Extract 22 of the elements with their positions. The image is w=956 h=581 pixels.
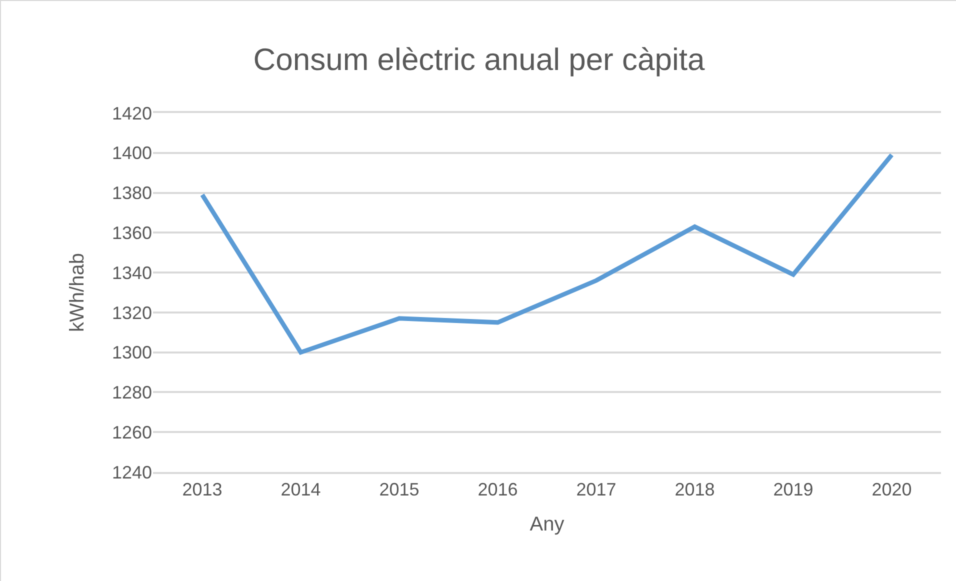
y-tick-label: 1380 bbox=[112, 183, 152, 204]
y-tick-label: 1340 bbox=[112, 262, 152, 283]
y-tick-label: 1240 bbox=[112, 462, 152, 482]
x-axis-title: Any bbox=[530, 513, 564, 536]
y-tick-label: 1260 bbox=[112, 422, 152, 442]
y-axis-title: kWh/hab bbox=[66, 253, 88, 332]
x-tick-label: 2014 bbox=[280, 479, 321, 500]
x-tick-label: 2020 bbox=[872, 479, 912, 500]
y-tick-label: 1280 bbox=[112, 382, 152, 403]
x-tick-label: 2019 bbox=[773, 479, 814, 500]
x-tick-label: 2018 bbox=[674, 479, 715, 500]
y-tick-label: 1300 bbox=[112, 342, 152, 363]
chart-title: Consum elèctric anual per càpita bbox=[253, 42, 706, 77]
x-tick-label: 2017 bbox=[576, 479, 616, 500]
y-tick-label: 1400 bbox=[112, 143, 152, 164]
line-series bbox=[200, 152, 894, 355]
x-tick-label: 2015 bbox=[379, 479, 420, 500]
x-tick-label: 2016 bbox=[478, 479, 518, 500]
x-tick-label: 2013 bbox=[182, 479, 222, 500]
y-tick-label: 1420 bbox=[112, 103, 152, 124]
y-tick-label: 1320 bbox=[112, 302, 152, 323]
y-tick-label: 1360 bbox=[112, 222, 152, 243]
